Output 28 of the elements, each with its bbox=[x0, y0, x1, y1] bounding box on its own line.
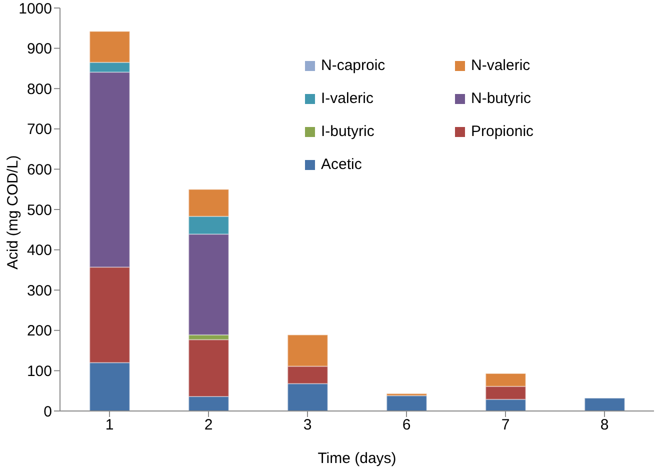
y-tick-label: 100 bbox=[26, 363, 52, 380]
y-tick-label: 200 bbox=[26, 322, 52, 340]
y-tick-label: 400 bbox=[26, 242, 52, 260]
legend-label: I-butyric bbox=[321, 123, 374, 140]
x-tick-label: 3 bbox=[303, 416, 312, 434]
y-tick-label: 0 bbox=[44, 403, 52, 420]
x-tick-label: 1 bbox=[105, 416, 114, 434]
legend-label: N-caproic bbox=[321, 57, 386, 74]
bar bbox=[584, 398, 626, 411]
x-tick-label: 2 bbox=[204, 416, 213, 434]
y-tick-label: 800 bbox=[26, 80, 52, 98]
y-tick-label: 600 bbox=[26, 162, 52, 179]
legend-label: N-butyric bbox=[471, 90, 532, 107]
y-axis-title: Acid (mg COD/L) bbox=[4, 155, 22, 270]
y-tick-label: 900 bbox=[26, 40, 52, 58]
bar bbox=[386, 395, 428, 411]
x-axis-title: Time (days) bbox=[318, 450, 396, 467]
y-tick-label: 700 bbox=[26, 121, 52, 138]
y-tick-label: 300 bbox=[26, 282, 52, 300]
legend-label: N-valeric bbox=[471, 57, 530, 74]
y-tick-label: 500 bbox=[26, 202, 52, 219]
legend-label: Acetic bbox=[321, 156, 362, 173]
x-tick-label: 6 bbox=[402, 416, 411, 434]
legend-label: Propionic bbox=[471, 123, 534, 140]
y-tick-label: 1000 bbox=[18, 0, 52, 18]
legend-label: I-valeric bbox=[321, 90, 374, 107]
x-tick-label: 8 bbox=[600, 416, 609, 434]
x-tick-label: 7 bbox=[501, 416, 510, 434]
